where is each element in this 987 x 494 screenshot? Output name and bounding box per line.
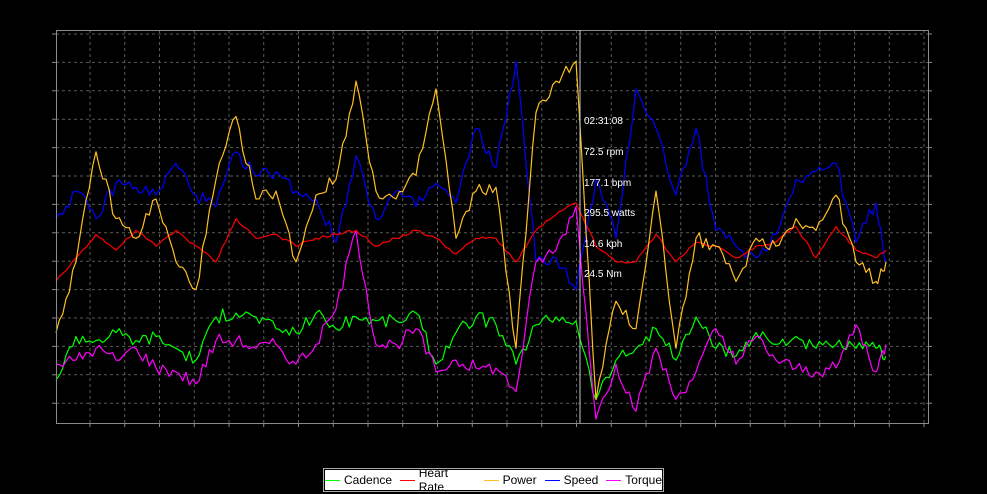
plot-border bbox=[56, 30, 929, 424]
legend-swatch bbox=[606, 479, 622, 481]
legend-swatch bbox=[400, 479, 415, 481]
grid bbox=[52, 30, 932, 427]
series-line-power bbox=[55, 60, 887, 400]
readout-time: 02:31:08 bbox=[584, 116, 623, 128]
legend-item-speed[interactable]: Speed bbox=[544, 473, 599, 487]
legend: Cadence Heart Rate Power Speed Torque bbox=[323, 466, 664, 494]
legend-label: Power bbox=[502, 473, 537, 487]
legend-swatch bbox=[483, 479, 499, 481]
series-line-heart-rate bbox=[55, 202, 887, 282]
legend-swatch bbox=[544, 479, 560, 481]
legend-swatch bbox=[325, 479, 340, 481]
legend-label: Cadence bbox=[344, 473, 393, 487]
readout-heart-rate: 177.1 bpm bbox=[584, 177, 632, 189]
legend-item-power[interactable]: Power bbox=[483, 473, 537, 487]
readout-power: 295.5 watts bbox=[584, 208, 636, 220]
legend-item-torque[interactable]: Torque bbox=[606, 473, 662, 487]
series-lines bbox=[55, 60, 887, 420]
series-line-cadence bbox=[55, 308, 887, 400]
series-line-speed bbox=[55, 60, 887, 290]
readout-speed: 14.6 kph bbox=[584, 238, 623, 250]
legend-item-cadence[interactable]: Cadence bbox=[325, 473, 392, 487]
readout-torque: 24.5 Nm bbox=[584, 269, 622, 281]
legend-label: Speed bbox=[563, 473, 599, 487]
cursor-readout: 02:31:08 72.5 rpm 177.1 bpm 295.5 watts … bbox=[584, 97, 635, 291]
legend-item-heart-rate[interactable]: Heart Rate bbox=[400, 466, 476, 494]
readout-cadence: 72.5 rpm bbox=[584, 147, 624, 159]
legend-label: Torque bbox=[625, 473, 662, 487]
legend-label: Heart Rate bbox=[418, 466, 449, 494]
series-line-torque bbox=[55, 206, 887, 420]
